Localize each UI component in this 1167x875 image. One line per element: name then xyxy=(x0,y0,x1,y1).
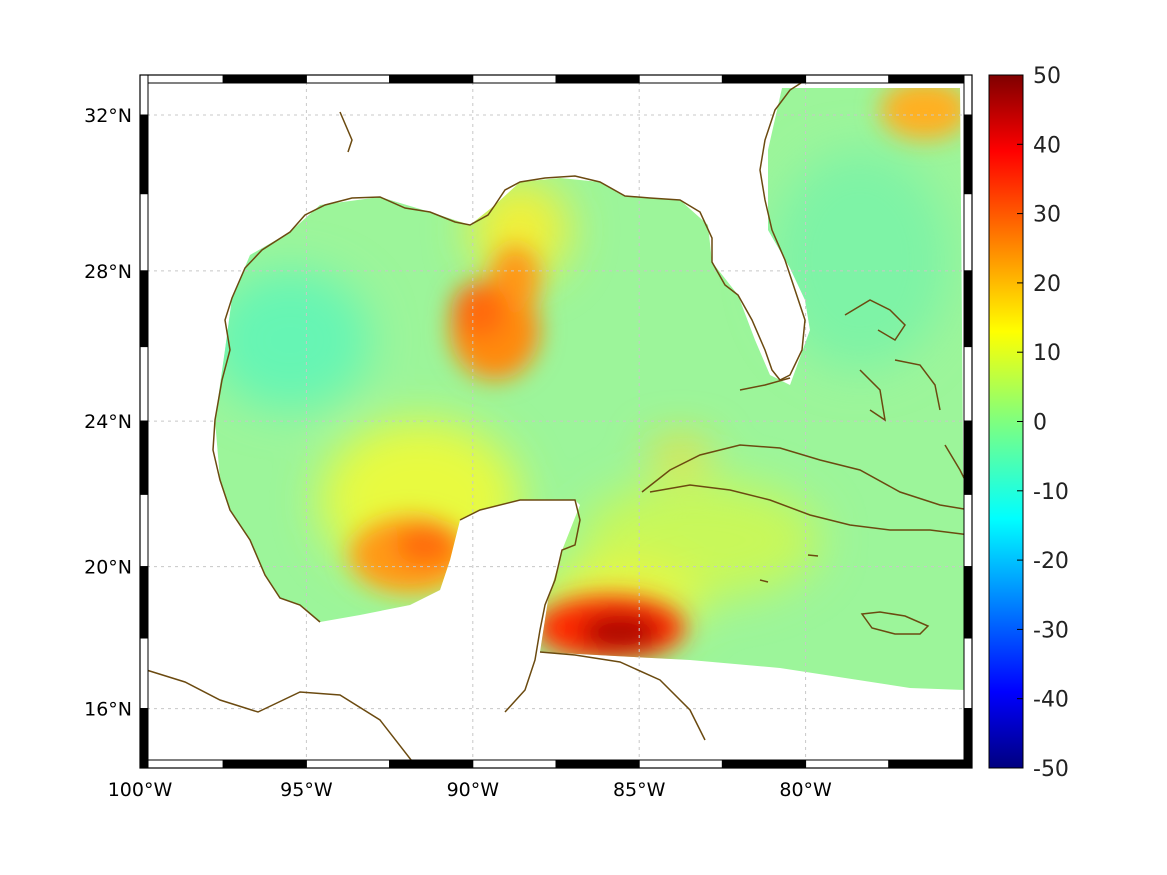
colorbar-tick-label: 0 xyxy=(1033,411,1047,436)
frame-segment-right xyxy=(963,637,973,710)
colorbar-tick-label: 40 xyxy=(1033,133,1061,158)
frame-segment-bottom xyxy=(305,759,391,769)
frame-segment-top xyxy=(805,74,890,84)
colorbar-tick-label: 20 xyxy=(1033,272,1061,297)
frame-segment-top xyxy=(472,74,557,84)
x-axis-ticks: 100°W 95°W 90°W 85°W 80°W xyxy=(108,779,832,801)
x-tick-label: 95°W xyxy=(280,779,333,801)
colorbar-ticks: 50 40 30 20 10 0 -10 -20 -30 -40 -50 xyxy=(1017,64,1069,782)
frame-segment-bottom xyxy=(888,759,973,769)
frame-segment-left xyxy=(139,114,149,195)
frame-segment-left xyxy=(139,708,149,769)
frame-segment-left xyxy=(139,270,149,348)
x-tick-label: 100°W xyxy=(108,779,173,801)
frame-segment-left xyxy=(139,74,149,116)
y-tick-label: 24°N xyxy=(84,411,132,433)
y-tick-label: 16°N xyxy=(84,699,132,721)
frame-segment-left xyxy=(139,637,149,710)
frame-segment-top xyxy=(638,74,723,84)
y-tick-label: 20°N xyxy=(84,557,132,579)
colorbar-tick-label: -50 xyxy=(1033,757,1069,782)
frame-segment-top xyxy=(888,74,973,84)
frame-segment-left xyxy=(139,193,149,272)
frame-segment-bottom xyxy=(721,759,807,769)
frame-segment-left xyxy=(139,346,149,422)
colorbar-tick-label: 30 xyxy=(1033,203,1061,228)
frame-segment-left xyxy=(139,420,149,495)
y-axis-ticks: 32°N 28°N 24°N 20°N 16°N xyxy=(84,105,132,721)
coastlines xyxy=(139,75,971,766)
frame-segment-right xyxy=(963,270,973,348)
frame-segment-top xyxy=(389,74,474,84)
frame-segment-right xyxy=(963,193,973,272)
frame-segment-bottom xyxy=(555,759,640,769)
frame-segment-bottom xyxy=(389,759,474,769)
frame-segment-bottom xyxy=(472,759,557,769)
frame-segment-bottom xyxy=(638,759,723,769)
x-tick-label: 90°W xyxy=(447,779,500,801)
map-grid xyxy=(139,75,972,768)
frame-segment-right xyxy=(963,420,973,495)
frame-segment-right xyxy=(963,114,973,195)
frame-segment-top xyxy=(305,74,391,84)
y-tick-label: 28°N xyxy=(84,261,132,283)
frame-segment-top xyxy=(222,74,307,84)
map-frame xyxy=(139,74,973,769)
frame-segment-right xyxy=(963,74,973,116)
frame-segment-top xyxy=(721,74,807,84)
frame-segment-top xyxy=(555,74,640,84)
colorbar-tick-label: 50 xyxy=(1033,64,1061,89)
colorbar-tick-label: -40 xyxy=(1033,688,1069,713)
x-tick-label: 80°W xyxy=(779,779,832,801)
frame-segment-right xyxy=(963,566,973,639)
frame-segment-right xyxy=(963,346,973,422)
frame-segment-bottom xyxy=(139,759,224,769)
frame-segment-top xyxy=(139,74,224,84)
colorbar-tick-label: -10 xyxy=(1033,480,1069,505)
frame-segment-bottom xyxy=(222,759,307,769)
x-tick-label: 85°W xyxy=(613,779,666,801)
colorbar-tick-label: -20 xyxy=(1033,549,1069,574)
y-tick-label: 32°N xyxy=(84,105,132,127)
frame-segment-bottom xyxy=(805,759,890,769)
anomaly-field xyxy=(215,88,965,690)
frame-outline xyxy=(139,74,973,769)
colorbar-tick-label: 10 xyxy=(1033,341,1061,366)
frame-segment-left xyxy=(139,566,149,639)
colorbar: 50 40 30 20 10 0 -10 -20 -30 -40 -50 xyxy=(988,64,1069,782)
frame-segment-right xyxy=(963,493,973,568)
frame-segment-left xyxy=(139,493,149,568)
frame-segment-right xyxy=(963,708,973,769)
colorbar-tick-label: -30 xyxy=(1033,618,1069,643)
